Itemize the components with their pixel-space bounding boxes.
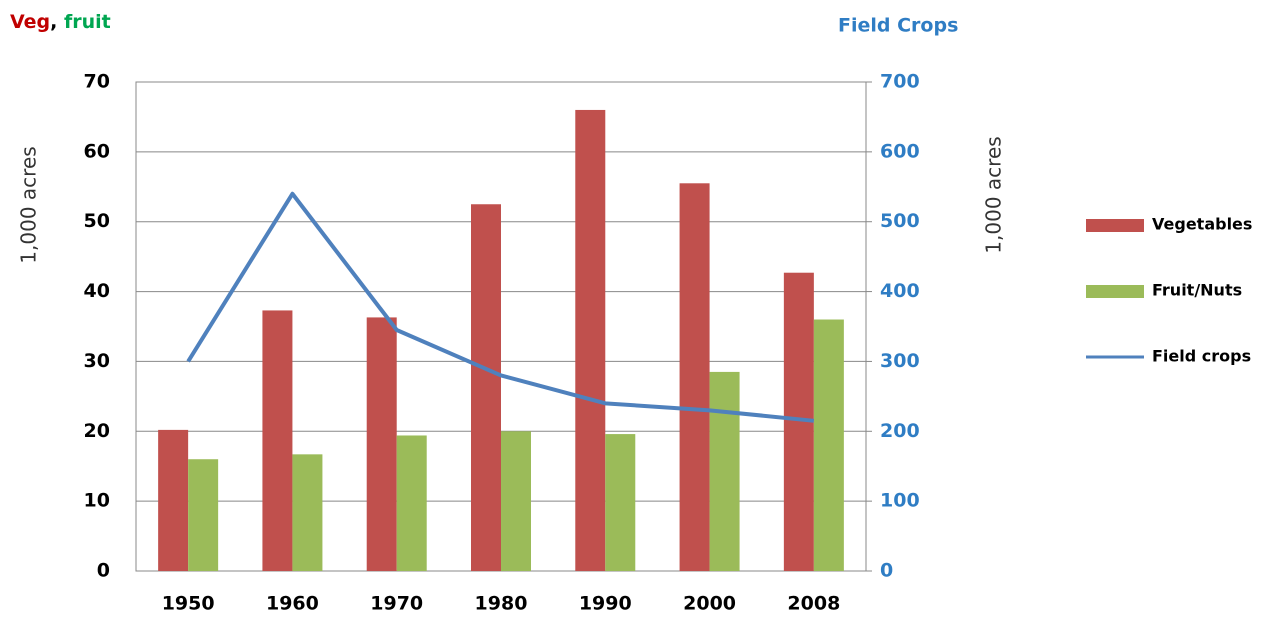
bar bbox=[575, 109, 606, 571]
x-tick-label: 1970 bbox=[370, 593, 423, 615]
y2-tick-label: 300 bbox=[880, 350, 920, 372]
y2-title: Field Crops bbox=[838, 15, 958, 37]
bar bbox=[396, 435, 427, 571]
y2-tick-label: 400 bbox=[880, 280, 920, 302]
x-tick-label: 1950 bbox=[162, 593, 215, 615]
bar bbox=[188, 459, 219, 571]
y-tick-label: 0 bbox=[97, 560, 110, 582]
x-tick-label: 2008 bbox=[787, 593, 840, 615]
y-tick-label: 60 bbox=[84, 140, 110, 162]
bar bbox=[366, 317, 397, 571]
y2-tick-label: 200 bbox=[880, 420, 920, 442]
title-part: , bbox=[50, 11, 64, 33]
x-tick-label: 1980 bbox=[475, 593, 528, 615]
bar bbox=[292, 454, 323, 571]
line bbox=[186, 191, 815, 423]
bar bbox=[471, 204, 501, 571]
legend-label: Fruit/Nuts bbox=[1152, 281, 1242, 300]
left-title: Veg, fruit bbox=[10, 11, 111, 33]
y2-axis-label: 1,000 acres bbox=[982, 136, 1006, 253]
y-tick-label: 30 bbox=[84, 350, 110, 372]
y2-tick-label: 100 bbox=[880, 490, 920, 512]
y-axis-label: 1,000 acres bbox=[17, 146, 41, 263]
title-part: fruit bbox=[64, 11, 111, 33]
y2-tick-label: 0 bbox=[880, 560, 893, 582]
legend-swatch bbox=[1086, 219, 1144, 232]
y-tick-label: 20 bbox=[84, 420, 110, 442]
x-tick-label: 1990 bbox=[579, 593, 632, 615]
y2-tick-label: 700 bbox=[880, 71, 920, 93]
bar bbox=[501, 431, 531, 571]
bar bbox=[605, 434, 636, 571]
bar bbox=[813, 319, 844, 571]
legend-swatch bbox=[1086, 285, 1144, 298]
x-tick-label: 1960 bbox=[266, 593, 319, 615]
y-tick-label: 50 bbox=[84, 210, 110, 232]
legend-label: Vegetables bbox=[1152, 215, 1252, 234]
title-part: Veg bbox=[10, 11, 50, 33]
bar bbox=[262, 310, 293, 571]
bar bbox=[679, 183, 710, 572]
y-tick-label: 70 bbox=[84, 71, 110, 93]
legend-label: Field crops bbox=[1152, 347, 1251, 366]
bar bbox=[158, 429, 189, 571]
x-tick-label: 2000 bbox=[683, 593, 736, 615]
y2-tick-label: 600 bbox=[880, 140, 920, 162]
bar bbox=[709, 371, 740, 571]
y-tick-label: 10 bbox=[84, 490, 110, 512]
y2-tick-label: 500 bbox=[880, 210, 920, 232]
y-tick-label: 40 bbox=[84, 280, 110, 302]
